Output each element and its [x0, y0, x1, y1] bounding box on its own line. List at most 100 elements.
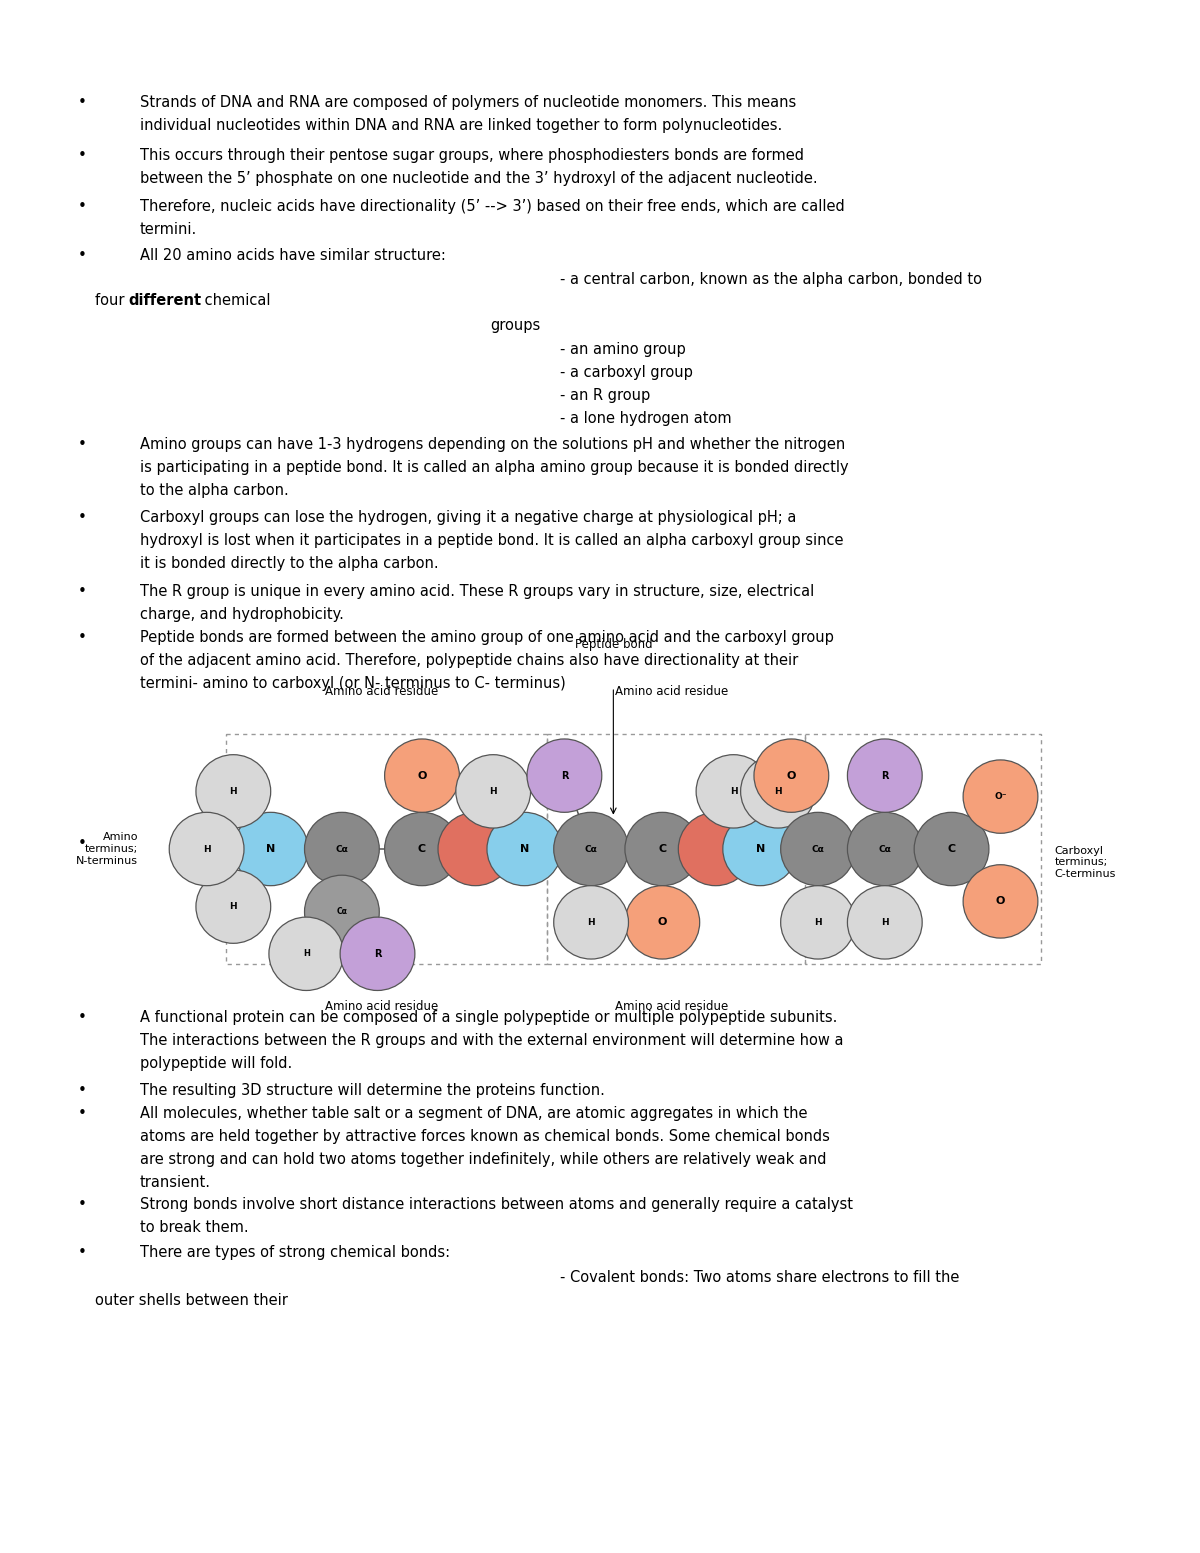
Text: C: C — [659, 843, 666, 854]
Text: R: R — [373, 949, 382, 958]
Text: - an amino group: - an amino group — [560, 342, 685, 357]
Text: All molecules, whether table salt or a segment of DNA, are atomic aggregates in : All molecules, whether table salt or a s… — [140, 1106, 808, 1121]
Text: Strong bonds involve short distance interactions between atoms and generally req: Strong bonds involve short distance inte… — [140, 1197, 853, 1211]
Text: O: O — [996, 896, 1006, 907]
Ellipse shape — [438, 812, 512, 885]
Text: •: • — [78, 1082, 86, 1098]
Text: it is bonded directly to the alpha carbon.: it is bonded directly to the alpha carbo… — [140, 556, 439, 572]
Text: Strands of DNA and RNA are composed of polymers of nucleotide monomers. This mea: Strands of DNA and RNA are composed of p… — [140, 95, 797, 110]
Ellipse shape — [196, 870, 271, 943]
Text: H: H — [815, 918, 822, 927]
Text: groups: groups — [490, 318, 540, 332]
Ellipse shape — [964, 759, 1038, 834]
Text: N: N — [756, 843, 764, 854]
Text: O: O — [787, 770, 796, 781]
Text: - a carboxyl group: - a carboxyl group — [560, 365, 692, 380]
Text: to break them.: to break them. — [140, 1221, 248, 1235]
Text: •: • — [78, 509, 86, 525]
Ellipse shape — [305, 876, 379, 949]
Text: different: different — [128, 294, 202, 307]
Text: - a central carbon, known as the alpha carbon, bonded to: - a central carbon, known as the alpha c… — [560, 272, 982, 287]
Text: Carboxyl groups can lose the hydrogen, giving it a negative charge at physiologi: Carboxyl groups can lose the hydrogen, g… — [140, 509, 797, 525]
Text: termini.: termini. — [140, 222, 197, 238]
Text: termini- amino to carboxyl (or N- terminus to C- terminus): termini- amino to carboxyl (or N- termin… — [140, 676, 565, 691]
Text: •: • — [78, 1106, 86, 1121]
Ellipse shape — [625, 885, 700, 960]
Text: Cα: Cα — [336, 907, 347, 916]
Ellipse shape — [553, 812, 629, 885]
Text: •: • — [78, 584, 86, 599]
Text: - an R group: - an R group — [560, 388, 650, 402]
Text: There are types of strong chemical bonds:: There are types of strong chemical bonds… — [140, 1246, 450, 1259]
Ellipse shape — [487, 812, 562, 885]
Text: Cα: Cα — [584, 845, 598, 854]
Text: H: H — [490, 787, 497, 795]
Text: H: H — [229, 787, 238, 795]
Text: •: • — [78, 248, 86, 262]
Ellipse shape — [456, 755, 530, 828]
Text: Peptide bonds are formed between the amino group of one amino acid and the carbo: Peptide bonds are formed between the ami… — [140, 631, 834, 644]
Text: •: • — [78, 436, 86, 452]
Ellipse shape — [169, 812, 244, 885]
Text: Peptide bond: Peptide bond — [575, 638, 652, 651]
Text: - Covalent bonds: Two atoms share electrons to fill the: - Covalent bonds: Two atoms share electr… — [560, 1270, 959, 1284]
Ellipse shape — [233, 812, 308, 885]
Text: H: H — [774, 787, 782, 795]
Text: outer shells between their: outer shells between their — [95, 1294, 288, 1308]
Text: N: N — [266, 843, 275, 854]
Ellipse shape — [340, 918, 415, 991]
Ellipse shape — [847, 885, 922, 960]
Text: C: C — [948, 843, 955, 854]
Ellipse shape — [847, 739, 922, 812]
Text: is participating in a peptide bond. It is called an alpha amino group because it: is participating in a peptide bond. It i… — [140, 460, 848, 475]
Ellipse shape — [964, 865, 1038, 938]
Ellipse shape — [781, 885, 856, 960]
Text: Cα: Cα — [811, 845, 824, 854]
Text: individual nucleotides within DNA and RNA are linked together to form polynucleo: individual nucleotides within DNA and RN… — [140, 118, 782, 134]
Text: O⁻: O⁻ — [995, 792, 1007, 801]
Text: R: R — [560, 770, 568, 781]
Text: Amino acid residue: Amino acid residue — [614, 685, 728, 699]
Ellipse shape — [678, 812, 754, 885]
Ellipse shape — [385, 812, 460, 885]
Text: atoms are held together by attractive forces known as chemical bonds. Some chemi: atoms are held together by attractive fo… — [140, 1129, 830, 1145]
Text: R: R — [881, 770, 888, 781]
Text: hydroxyl is lost when it participates in a peptide bond. It is called an alpha c: hydroxyl is lost when it participates in… — [140, 533, 844, 548]
Text: chemical: chemical — [200, 294, 270, 307]
Text: Amino acid residue: Amino acid residue — [325, 685, 438, 699]
Text: Cα: Cα — [878, 845, 892, 854]
Ellipse shape — [305, 812, 379, 885]
Ellipse shape — [696, 755, 770, 828]
Text: O: O — [658, 918, 667, 927]
Text: Cα: Cα — [336, 845, 348, 854]
Text: •: • — [78, 631, 86, 644]
Text: The resulting 3D structure will determine the proteins function.: The resulting 3D structure will determin… — [140, 1082, 605, 1098]
Text: •: • — [78, 1197, 86, 1211]
Text: •: • — [78, 836, 86, 851]
Text: H: H — [730, 787, 737, 795]
Text: O: O — [418, 770, 427, 781]
Bar — [226, 733, 547, 964]
Text: This occurs through their pentose sugar groups, where phosphodiesters bonds are : This occurs through their pentose sugar … — [140, 148, 804, 163]
Ellipse shape — [625, 812, 700, 885]
Text: The interactions between the R groups and with the external environment will det: The interactions between the R groups an… — [140, 1033, 844, 1048]
Text: Therefore, nucleic acids have directionality (5’ --> 3’) based on their free end: Therefore, nucleic acids have directiona… — [140, 199, 845, 214]
Text: The R group is unique in every amino acid. These R groups vary in structure, siz: The R group is unique in every amino aci… — [140, 584, 815, 599]
Ellipse shape — [740, 755, 815, 828]
Text: H: H — [302, 949, 310, 958]
Text: A functional protein can be composed of a single polypeptide or multiple polypep: A functional protein can be composed of … — [140, 1009, 838, 1025]
Ellipse shape — [196, 755, 271, 828]
Text: transient.: transient. — [140, 1176, 211, 1190]
Ellipse shape — [553, 885, 629, 960]
Text: polypeptide will fold.: polypeptide will fold. — [140, 1056, 293, 1072]
Ellipse shape — [527, 739, 601, 812]
Text: between the 5’ phosphate on one nucleotide and the 3’ hydroxyl of the adjacent n: between the 5’ phosphate on one nucleoti… — [140, 171, 817, 186]
Ellipse shape — [385, 739, 460, 812]
Text: H: H — [587, 918, 595, 927]
Ellipse shape — [914, 812, 989, 885]
Text: •: • — [78, 199, 86, 214]
Text: H: H — [203, 845, 210, 854]
Ellipse shape — [754, 739, 829, 812]
Text: to the alpha carbon.: to the alpha carbon. — [140, 483, 289, 499]
Text: of the adjacent amino acid. Therefore, polypeptide chains also have directionali: of the adjacent amino acid. Therefore, p… — [140, 652, 798, 668]
